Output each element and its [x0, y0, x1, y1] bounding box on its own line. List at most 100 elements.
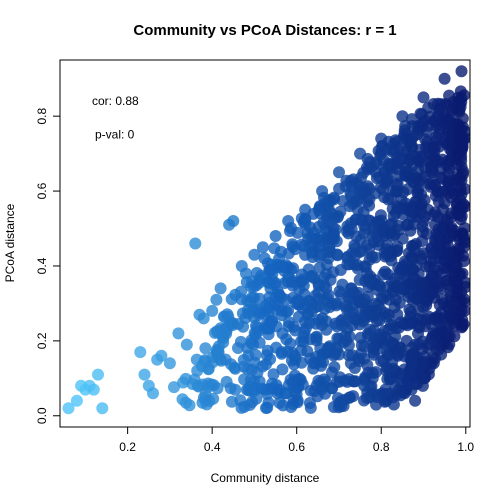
- data-point: [329, 223, 342, 236]
- data-point: [70, 394, 83, 407]
- data-point: [134, 346, 147, 359]
- data-point: [276, 363, 289, 376]
- data-point: [396, 110, 409, 123]
- data-point: [316, 185, 329, 198]
- data-point: [249, 348, 262, 361]
- data-point: [361, 290, 374, 303]
- data-point: [459, 183, 470, 196]
- data-point: [456, 267, 469, 280]
- data-point: [371, 391, 383, 403]
- data-point: [229, 383, 242, 396]
- x-axis-label: Community distance: [211, 471, 320, 485]
- data-point: [227, 215, 240, 227]
- data-point: [393, 296, 406, 309]
- data-point: [206, 304, 219, 317]
- data-point: [253, 336, 266, 349]
- data-point: [269, 230, 282, 242]
- data-point: [455, 304, 468, 317]
- data-point: [420, 227, 433, 240]
- data-point: [287, 262, 300, 275]
- data-points: [62, 65, 470, 415]
- data-point: [333, 166, 345, 179]
- data-point: [417, 91, 430, 104]
- data-point: [347, 390, 360, 403]
- data-point: [87, 383, 100, 396]
- annotations: cor: 0.88 p-val: 0: [92, 94, 139, 142]
- data-point: [369, 251, 382, 264]
- y-tick-label: 0.0: [35, 407, 49, 424]
- data-point: [409, 338, 422, 351]
- data-point: [328, 193, 340, 206]
- data-point: [320, 315, 333, 328]
- data-point: [256, 241, 269, 254]
- data-point: [455, 65, 468, 78]
- data-point: [320, 323, 333, 336]
- data-point: [379, 383, 392, 396]
- data-point: [138, 368, 151, 381]
- data-point: [458, 89, 470, 102]
- data-point: [418, 194, 431, 207]
- data-point: [391, 244, 404, 257]
- data-point: [197, 312, 210, 325]
- data-point: [297, 279, 310, 292]
- data-point: [456, 112, 469, 125]
- data-point: [430, 342, 443, 355]
- x-tick-label: 0.8: [373, 440, 390, 454]
- data-point: [163, 357, 176, 370]
- plot-frame: [59, 59, 471, 428]
- data-point: [267, 368, 280, 381]
- data-point: [211, 382, 224, 395]
- data-point: [62, 402, 75, 415]
- data-point: [310, 330, 323, 343]
- data-point: [387, 398, 400, 411]
- data-point: [92, 368, 104, 381]
- data-point: [392, 349, 405, 362]
- data-point: [180, 338, 193, 351]
- data-point: [210, 293, 223, 306]
- data-point: [438, 72, 451, 85]
- x-tick-label: 0.2: [119, 440, 136, 454]
- annotation-correlation: cor: 0.88: [92, 94, 139, 108]
- data-point: [457, 165, 470, 178]
- data-point: [199, 342, 212, 355]
- data-point: [250, 392, 263, 405]
- data-point: [354, 147, 367, 160]
- data-point: [289, 324, 302, 337]
- y-tick-label: 0.6: [35, 182, 49, 199]
- data-point: [168, 381, 180, 394]
- data-point: [343, 330, 356, 343]
- data-point: [458, 222, 470, 235]
- data-point: [457, 318, 470, 331]
- data-point: [183, 399, 196, 412]
- x-tick-label: 0.4: [204, 440, 221, 454]
- data-point: [189, 237, 202, 250]
- y-axis-label: PCoA distance: [3, 203, 17, 282]
- data-point: [459, 200, 470, 213]
- data-point: [214, 282, 227, 295]
- data-point: [438, 327, 451, 340]
- data-point: [342, 339, 355, 352]
- data-point: [207, 392, 220, 405]
- data-point: [330, 235, 343, 248]
- data-point: [328, 361, 341, 373]
- data-point: [264, 353, 277, 366]
- data-point: [366, 372, 379, 385]
- data-point: [457, 255, 470, 268]
- data-point: [248, 248, 261, 261]
- data-point: [459, 236, 470, 249]
- data-point: [333, 348, 345, 361]
- data-point: [447, 297, 460, 310]
- x-tick-label: 0.6: [288, 440, 305, 454]
- data-point: [396, 232, 409, 245]
- data-point: [284, 337, 297, 350]
- data-point: [282, 215, 295, 227]
- data-point: [375, 132, 388, 145]
- data-point: [334, 205, 347, 218]
- data-point: [409, 394, 422, 407]
- y-tick-label: 0.2: [35, 332, 49, 349]
- data-point: [448, 330, 461, 343]
- data-point: [240, 267, 252, 280]
- data-point: [296, 378, 309, 391]
- x-tick-label: 1.0: [457, 440, 474, 454]
- data-point: [331, 249, 344, 262]
